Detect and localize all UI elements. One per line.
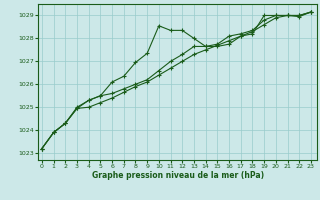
X-axis label: Graphe pression niveau de la mer (hPa): Graphe pression niveau de la mer (hPa) [92,171,264,180]
